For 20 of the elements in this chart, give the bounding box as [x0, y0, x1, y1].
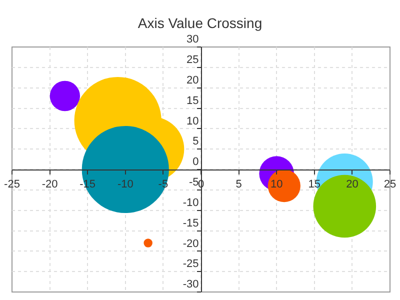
x-tick-label: 10: [270, 178, 283, 191]
x-tick-label: -20: [42, 178, 58, 191]
y-tick-label: 25: [186, 54, 199, 66]
y-tick-label: 20: [186, 74, 199, 86]
x-tick-label: 20: [346, 178, 358, 191]
x-tick-label: -25: [4, 178, 20, 191]
y-tick-label: -10: [182, 196, 199, 209]
x-tick-label: 25: [384, 178, 396, 191]
y-tick-label: 15: [186, 94, 199, 107]
chart-title: Axis Value Crossing: [138, 14, 262, 31]
x-tick-label: 5: [236, 178, 242, 191]
y-tick-label: -30: [182, 278, 199, 291]
y-tick-label: 5: [192, 136, 199, 148]
x-tick-label: -10: [117, 178, 134, 191]
y-tick-label: 10: [186, 115, 199, 128]
y-tick-label: -20: [182, 238, 199, 250]
y-tick-label: 0: [192, 156, 199, 168]
y-tick-label: -25: [182, 258, 199, 270]
y-tick-label: -15: [182, 217, 199, 230]
y-tick-label: 30: [186, 34, 199, 46]
